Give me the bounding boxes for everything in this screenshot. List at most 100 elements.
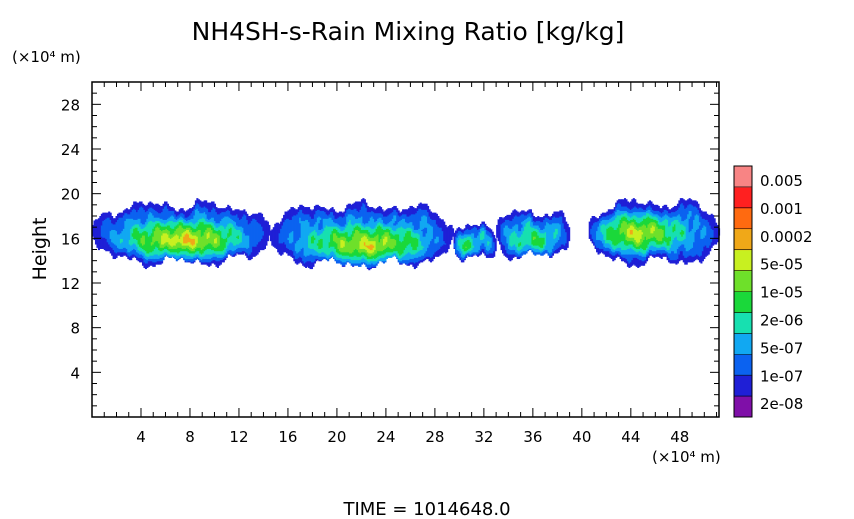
contour-cell <box>171 237 174 247</box>
contour-cell <box>554 242 557 251</box>
contour-cell <box>156 253 159 260</box>
contour-cell <box>312 255 315 263</box>
contour-cell <box>660 246 663 251</box>
contour-cell <box>540 237 543 248</box>
contour-cell <box>177 211 180 216</box>
contour-cell <box>133 253 136 257</box>
contour-cell <box>213 252 217 257</box>
contour-cell <box>155 220 158 225</box>
contour-cell <box>635 202 638 208</box>
contour-cell <box>397 221 400 228</box>
contour-cell <box>657 214 660 220</box>
contour-cell <box>150 255 153 260</box>
contour-cell <box>335 212 339 219</box>
contour-cell <box>653 246 656 252</box>
contour-cell <box>219 257 222 261</box>
contour-cell <box>191 256 194 260</box>
contour-cell <box>343 216 346 227</box>
contour-cell <box>600 224 603 233</box>
y-tick-label: 8 <box>70 320 80 338</box>
contour-cell <box>155 217 158 222</box>
contour-cell <box>619 251 622 256</box>
contour-cell <box>621 205 624 212</box>
contour-cell <box>341 217 344 227</box>
contour-cell <box>528 245 531 249</box>
contour-cell <box>394 250 397 254</box>
contour-cell <box>615 217 618 230</box>
contour-cell <box>161 260 164 264</box>
contour-cell <box>162 208 165 220</box>
contour-cell <box>428 243 431 257</box>
contour-cell <box>155 210 158 218</box>
contour-cell <box>634 228 637 241</box>
x-tick-label: 12 <box>229 428 248 446</box>
contour-cell <box>208 221 211 225</box>
contour-cell <box>665 250 668 254</box>
contour-cell <box>216 227 219 232</box>
contour-cell <box>410 213 413 223</box>
contour-cell <box>153 209 156 218</box>
contour-cell <box>659 211 662 217</box>
contour-cell <box>283 214 286 223</box>
contour-cell <box>140 205 143 224</box>
contour-cell <box>507 248 510 255</box>
contour-cell <box>631 259 634 266</box>
contour-cell <box>149 220 152 236</box>
contour-cell <box>164 201 167 207</box>
contour-cell <box>369 260 372 265</box>
contour-cell <box>504 216 508 220</box>
contour-cell <box>338 250 341 255</box>
contour-cell <box>698 221 701 226</box>
contour-cell <box>374 221 377 228</box>
contour-cell <box>424 236 427 254</box>
contour-cell <box>186 229 189 234</box>
contour-cell <box>105 238 108 252</box>
contour-cell <box>634 257 637 266</box>
contour-cell <box>372 218 375 229</box>
contour-cell <box>535 228 538 233</box>
contour-cell <box>119 212 122 218</box>
contour-cell <box>355 259 358 264</box>
contour-cell <box>468 233 471 237</box>
contour-cell <box>629 243 632 248</box>
contour-cell <box>150 251 153 256</box>
contour-cell <box>305 261 308 268</box>
contour-cell <box>356 222 359 226</box>
contour-cell <box>102 237 105 249</box>
contour-cell <box>181 245 184 249</box>
contour-cell <box>131 218 134 227</box>
contour-cell <box>196 236 199 244</box>
contour-cell <box>193 255 196 258</box>
y-tick-label: 16 <box>61 230 80 248</box>
contour-cell <box>337 227 340 233</box>
contour-cell <box>102 220 105 238</box>
contour-cell <box>472 224 475 228</box>
contour-cell <box>236 209 239 215</box>
contour-cell <box>556 248 559 254</box>
contour-cell <box>531 216 534 223</box>
contour-cell <box>183 250 186 255</box>
contour-cell <box>641 248 644 254</box>
contour-cell <box>391 248 394 253</box>
contour-cell <box>604 242 607 248</box>
contour-cell <box>648 246 652 251</box>
contour-cell <box>388 226 391 230</box>
contour-cell <box>363 255 366 260</box>
contour-cell <box>418 250 421 257</box>
contour-cell <box>152 243 155 252</box>
contour-cell <box>375 262 378 266</box>
contour-cell <box>427 205 430 213</box>
contour-cell <box>131 209 134 219</box>
contour-cell <box>184 258 187 262</box>
contour-cell <box>566 223 569 248</box>
contour-cell <box>328 213 331 218</box>
contour-cell <box>406 230 409 246</box>
contour-cell <box>200 207 203 214</box>
contour-cell <box>625 253 628 260</box>
contour-cell <box>365 222 368 227</box>
contour-cell <box>164 248 167 253</box>
contour-cell <box>321 247 324 253</box>
contour-cell <box>678 200 681 208</box>
contour-cell <box>657 228 660 242</box>
contour-cell <box>334 211 337 219</box>
